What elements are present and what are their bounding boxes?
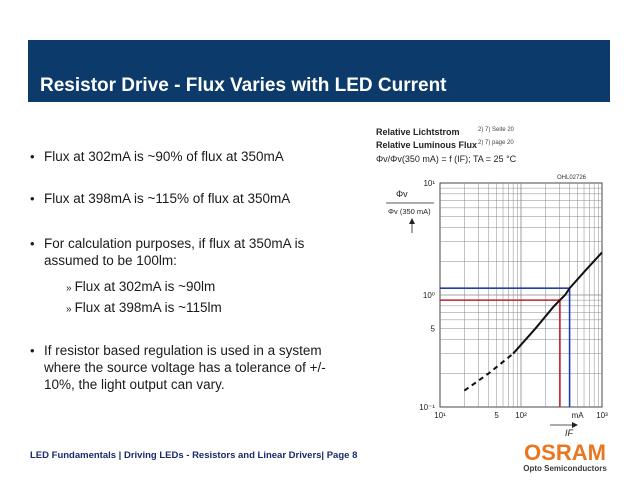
- x-tick-label: mA: [572, 411, 585, 420]
- chart-marks: [440, 251, 603, 407]
- bullet-text: assumed to be 100lm:: [44, 253, 177, 268]
- flux-curve-dashed: [463, 352, 514, 392]
- bullet-text: If resistor based regulation is used in …: [44, 343, 322, 358]
- x-tick-label: 10³: [596, 411, 608, 420]
- bullet-text: 10%, the light output can vary.: [44, 377, 225, 392]
- flux-curve-solid: [512, 251, 603, 355]
- bullet-text: Flux at 398mA is ~115% of flux at 350mA: [44, 191, 291, 206]
- chart-title-en-sup: 2) 7) page 20: [478, 140, 514, 146]
- y-tick-label: 10⁰: [423, 291, 435, 300]
- bullet-text: where the source voltage has a tolerance…: [44, 360, 326, 375]
- chart-title-de-sup: 2) 7) Seite 20: [478, 127, 515, 133]
- chevron-right-icon: »: [66, 283, 72, 294]
- x-label: IF: [565, 428, 574, 438]
- bullet-dot-icon: •: [30, 236, 35, 251]
- bullet-dot-icon: •: [30, 149, 35, 164]
- x-axis-arrowhead-icon: [572, 422, 578, 428]
- title-bar: Resistor Drive - Flux Varies with LED Cu…: [28, 40, 610, 102]
- y-tick-label: 5: [431, 325, 436, 334]
- bullet-dot-icon: •: [30, 191, 35, 206]
- y-tick-label: 10¹: [423, 179, 435, 188]
- sub-bullet-text: Flux at 398mA is ~115lm: [74, 300, 222, 315]
- chart-title-en: Relative Luminous Flux: [376, 140, 477, 150]
- chevron-right-icon: »: [66, 304, 72, 315]
- x-tick-label: 5: [494, 411, 499, 420]
- bullet-dot-icon: •: [30, 343, 35, 358]
- chart-title-de: Relative Lichtstrom: [376, 127, 460, 137]
- x-tick-label: 10¹: [434, 411, 446, 420]
- chart-formula: Φv/Φv(350 mA) = f (IF); TA = 25 °C: [376, 154, 517, 164]
- slide-title: Resistor Drive - Flux Varies with LED Cu…: [40, 75, 447, 96]
- flux-chart: Relative Lichtstrom 2) 7) Seite 20 Relat…: [376, 127, 608, 438]
- footer-text: LED Fundamentals | Driving LEDs - Resist…: [30, 450, 358, 461]
- y-tick-label: 10⁻¹: [419, 403, 435, 412]
- y-label-denominator: Φv (350 mA): [388, 207, 431, 216]
- bullet-text: Flux at 302mA is ~90% of flux at 350mA: [44, 149, 284, 164]
- sub-bullet-item: » Flux at 302mA is ~90lm: [66, 278, 215, 297]
- y-label-numerator: Φv: [396, 189, 408, 199]
- logo-brand: OSRAM: [524, 440, 606, 465]
- chart-grid: [439, 182, 603, 408]
- chart-code: OHL02726: [557, 175, 587, 181]
- sub-bullet-text: Flux at 302mA is ~90lm: [74, 279, 216, 294]
- sub-bullet-item: » Flux at 398mA is ~115lm: [66, 299, 222, 318]
- bullet-text: For calculation purposes, if flux at 350…: [44, 236, 305, 251]
- y-axis-arrowhead-icon: [409, 218, 415, 224]
- osram-logo: OSRAM Opto Semiconductors: [520, 440, 610, 476]
- x-tick-label: 10²: [515, 411, 527, 420]
- logo-sub: Opto Semiconductors: [523, 464, 607, 473]
